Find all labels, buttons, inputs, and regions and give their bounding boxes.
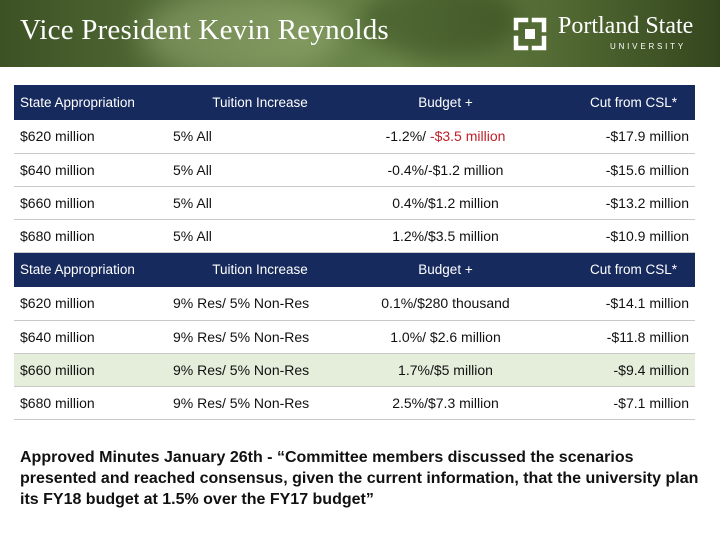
tuition-cell: 5% All — [167, 219, 353, 253]
cut-cell: -$17.9 million — [538, 120, 695, 154]
logo-subtitle: UNIVERSITY — [610, 42, 687, 51]
title-banner: Vice President Kevin Reynolds Portland S… — [0, 0, 720, 67]
cut-cell: -$13.2 million — [538, 186, 695, 220]
budget-cell: 0.4%/$1.2 million — [353, 186, 538, 220]
appropriation-cell: $660 million — [14, 186, 167, 220]
tuition-cell: 5% All — [167, 186, 353, 220]
table-row: $660 million 5% All 0.4%/$1.2 million -$… — [14, 186, 695, 220]
header-cut-from-csl: Cut from CSL* — [538, 252, 695, 287]
budget-cell: 2.5%/$7.3 million — [353, 386, 538, 420]
header-cut-from-csl: Cut from CSL* — [538, 85, 695, 120]
budget-cell: 1.7%/$5 million — [353, 353, 538, 387]
header-state-appropriation: State Appropriation — [14, 252, 167, 287]
budget-cell: 0.1%/$280 thousand — [353, 287, 538, 321]
appropriation-cell: $680 million — [14, 386, 167, 420]
table-header: State Appropriation Tuition Increase Bud… — [14, 85, 695, 120]
budget-cell: -0.4%/-$1.2 million — [353, 153, 538, 187]
cut-cell: -$10.9 million — [538, 219, 695, 253]
table-row: $680 million 5% All 1.2%/$3.5 million -$… — [14, 219, 695, 253]
tuition-cell: 5% All — [167, 153, 353, 187]
table-header: State Appropriation Tuition Increase Bud… — [14, 252, 695, 287]
header-tuition-increase: Tuition Increase — [167, 252, 353, 287]
tuition-cell: 9% Res/ 5% Non-Res — [167, 386, 353, 420]
tuition-cell: 9% Res/ 5% Non-Res — [167, 320, 353, 354]
tuition-cell: 9% Res/ 5% Non-Res — [167, 287, 353, 321]
table-row: $620 million 5% All -1.2%/ -$3.5 million… — [14, 120, 695, 154]
budget-scenarios-table: State Appropriation Tuition Increase Bud… — [14, 85, 695, 420]
table-row: $680 million 9% Res/ 5% Non-Res 2.5%/$7.… — [14, 386, 695, 420]
appropriation-cell: $640 million — [14, 320, 167, 354]
appropriation-cell: $660 million — [14, 353, 167, 387]
header-tuition-increase: Tuition Increase — [167, 85, 353, 120]
table-row-highlighted: $660 million 9% Res/ 5% Non-Res 1.7%/$5 … — [14, 353, 695, 387]
appropriation-cell: $640 million — [14, 153, 167, 187]
budget-cell: 1.2%/$3.5 million — [353, 219, 538, 253]
cut-cell: -$9.4 million — [538, 353, 695, 387]
cut-cell: -$15.6 million — [538, 153, 695, 187]
slide-title: Vice President Kevin Reynolds — [20, 14, 389, 46]
appropriation-cell: $620 million — [14, 287, 167, 321]
table-row: $640 million 9% Res/ 5% Non-Res 1.0%/ $2… — [14, 320, 695, 354]
budget-cell: 1.0%/ $2.6 million — [353, 320, 538, 354]
table-row: $640 million 5% All -0.4%/-$1.2 million … — [14, 153, 695, 187]
tuition-cell: 5% All — [167, 120, 353, 154]
cut-cell: -$14.1 million — [538, 287, 695, 321]
tuition-cell: 9% Res/ 5% Non-Res — [167, 353, 353, 387]
header-budget: Budget + — [353, 85, 538, 120]
cut-cell: -$7.1 million — [538, 386, 695, 420]
university-logo: Portland State UNIVERSITY — [512, 12, 712, 56]
header-state-appropriation: State Appropriation — [14, 85, 167, 120]
table-row: $620 million 9% Res/ 5% Non-Res 0.1%/$28… — [14, 287, 695, 321]
cut-cell: -$11.8 million — [538, 320, 695, 354]
logo-name: Portland State — [558, 13, 694, 39]
logo-icon — [513, 17, 547, 51]
appropriation-cell: $620 million — [14, 120, 167, 154]
appropriation-cell: $680 million — [14, 219, 167, 253]
header-budget: Budget + — [353, 252, 538, 287]
budget-cell: -1.2%/ -$3.5 million — [353, 120, 538, 154]
approved-minutes-note: Approved Minutes January 26th - “Committ… — [20, 449, 699, 508]
